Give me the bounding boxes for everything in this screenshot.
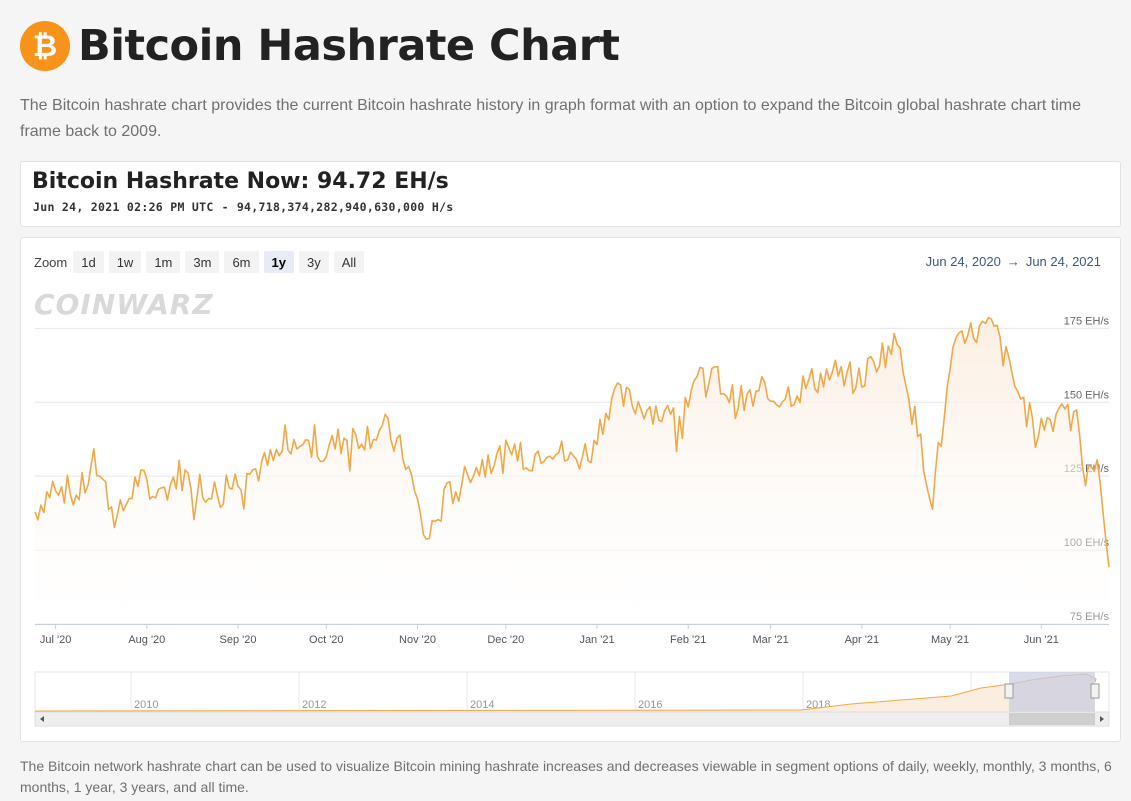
x-tick-label: Nov '20: [399, 634, 436, 646]
navigator-scrollbar-thumb[interactable]: [1009, 713, 1095, 725]
zoom-label: Zoom: [34, 254, 68, 270]
page-title: Bitcoin Hashrate Chart: [78, 21, 620, 71]
x-tick-label: Mar '21: [752, 634, 788, 646]
navigator-handle[interactable]: [1090, 683, 1100, 699]
y-tick-label: 150 EH/s: [1064, 389, 1110, 401]
coinwarz-watermark: COINWARZ: [34, 288, 214, 321]
x-tick-label: Feb '21: [670, 634, 706, 646]
zoom-button-1d[interactable]: 1d: [73, 251, 104, 273]
range-from-date[interactable]: Jun 24, 2020: [925, 254, 1001, 269]
separator: -: [221, 200, 229, 214]
page-header: ₿ Bitcoin Hashrate Chart: [20, 20, 620, 72]
range-to-date[interactable]: Jun 24, 2021: [1025, 254, 1101, 269]
zoom-button-6m[interactable]: 6m: [224, 251, 259, 273]
y-tick-label: 175 EH/s: [1064, 315, 1110, 327]
hashrate-line: [34, 316, 1110, 568]
zoom-button-3m[interactable]: 3m: [185, 251, 220, 273]
zoom-button-1w[interactable]: 1w: [108, 251, 142, 273]
date-range-display: Jun 24, 2020 → Jun 24, 2021: [926, 254, 1101, 269]
hashrate-raw-value: 94,718,374,282,940,630,000 H/s: [236, 200, 454, 214]
x-tick-label: Oct '20: [309, 634, 344, 646]
navigator-tick-label: 2014: [470, 699, 494, 711]
hashrate-now-panel: Bitcoin Hashrate Now: 94.72 EH/s Jun 24,…: [20, 161, 1121, 227]
intro-text: The Bitcoin hashrate chart provides the …: [20, 97, 1082, 140]
zoom-button-1y[interactable]: 1y: [263, 251, 294, 273]
footer-text: The Bitcoin network hashrate chart can b…: [20, 758, 1112, 795]
navigator-selection: [1009, 672, 1095, 712]
x-tick-label: Jul '20: [40, 634, 71, 646]
hashrate-area: [35, 317, 1109, 624]
hashrate-now-title: Bitcoin Hashrate Now: 94.72 EH/s: [32, 169, 449, 194]
navigator-area: [35, 674, 1096, 712]
navigator-scrollbar-track: [34, 711, 1110, 727]
zoom-button-all[interactable]: All: [333, 251, 365, 273]
x-tick-label: Sep '20: [220, 634, 257, 646]
x-tick-label: Dec '20: [487, 634, 524, 646]
navigator-tick-label: 2016: [638, 699, 662, 711]
x-tick-label: Apr '21: [845, 634, 880, 646]
navigator-tick-label: 2010: [134, 699, 158, 711]
hashrate-now-details: Jun 24, 2021 02:26 PM UTC -94,718,374,282…: [33, 200, 454, 214]
x-tick-label: May '21: [931, 634, 969, 646]
scroll-left-arrow-icon[interactable]: [40, 716, 44, 722]
zoom-button-3y[interactable]: 3y: [298, 251, 329, 273]
scroll-right-arrow-icon[interactable]: [1100, 716, 1104, 722]
navigator-tick-label: 2012: [302, 699, 326, 711]
hashrate-timestamp: Jun 24, 2021 02:26 PM UTC: [33, 200, 214, 214]
navigator-handle[interactable]: [1004, 683, 1014, 699]
bitcoin-logo-icon: ₿: [20, 21, 70, 71]
x-tick-label: Jan '21: [579, 634, 614, 646]
x-tick-label: Jun '21: [1024, 634, 1059, 646]
zoom-button-1m[interactable]: 1m: [146, 251, 181, 273]
x-tick-label: Aug '20: [128, 634, 165, 646]
range-arrow-icon: →: [1006, 254, 1020, 269]
zoom-selector: Zoom 1d 1w 1m 3m 6m 1y 3y All: [34, 250, 369, 274]
